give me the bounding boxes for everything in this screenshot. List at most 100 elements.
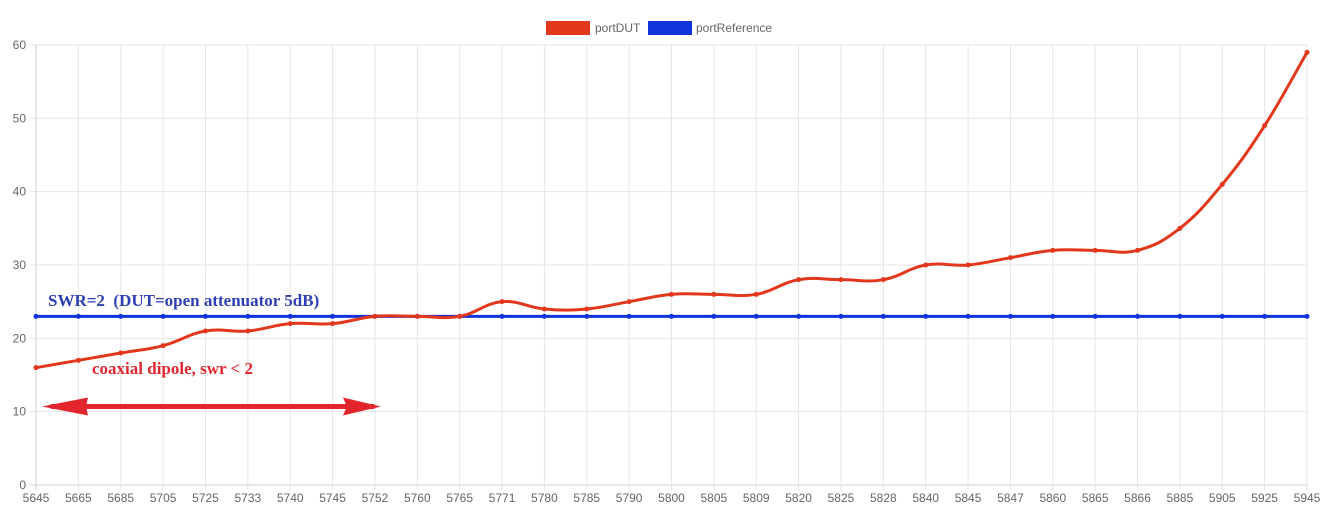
x-tick-label: 5800: [658, 491, 685, 505]
data-point-portReference[interactable]: [287, 313, 293, 319]
x-tick-label: 5825: [828, 491, 855, 505]
y-tick-label: 10: [13, 405, 27, 419]
data-point-portDUT[interactable]: [880, 277, 886, 283]
data-point-portDUT[interactable]: [330, 321, 336, 327]
data-point-portDUT[interactable]: [669, 291, 674, 297]
data-point-portReference[interactable]: [1262, 313, 1268, 319]
x-tick-label: 5733: [234, 491, 261, 505]
range-arrow: [42, 397, 381, 416]
x-tick-label: 5828: [870, 491, 897, 505]
x-tick-label: 5725: [192, 491, 219, 505]
data-point-portDUT[interactable]: [372, 313, 378, 319]
data-point-portDUT[interactable]: [1304, 49, 1310, 55]
data-point-portReference[interactable]: [541, 313, 547, 319]
y-tick-label: 50: [13, 111, 27, 125]
data-point-portReference[interactable]: [1092, 313, 1098, 319]
x-tick-label: 5945: [1294, 491, 1321, 505]
data-point-portDUT[interactable]: [626, 299, 632, 305]
data-point-portDUT[interactable]: [541, 306, 547, 312]
annotations: SWR=2 (DUT=open attenuator 5dB) coaxial …: [42, 291, 381, 416]
data-point-portReference[interactable]: [499, 313, 505, 319]
data-point-portReference[interactable]: [965, 313, 971, 319]
legend-label-portDUT: portDUT: [595, 21, 641, 35]
data-point-portReference[interactable]: [669, 313, 674, 319]
grid: [30, 44, 1308, 490]
data-point-portReference[interactable]: [880, 313, 886, 319]
data-point-portDUT[interactable]: [1262, 123, 1268, 129]
data-point-portDUT[interactable]: [1007, 255, 1013, 261]
data-point-portReference[interactable]: [1177, 313, 1183, 319]
x-tick-label: 5840: [912, 491, 939, 505]
y-tick-label: 30: [13, 258, 27, 272]
data-point-portDUT[interactable]: [160, 343, 166, 349]
data-point-portReference[interactable]: [923, 313, 929, 319]
data-point-portReference[interactable]: [202, 313, 208, 319]
data-point-portReference[interactable]: [626, 313, 632, 319]
data-point-portReference[interactable]: [838, 313, 844, 319]
data-point-portReference[interactable]: [584, 313, 590, 319]
x-tick-label: 5771: [489, 491, 516, 505]
y-tick-label: 0: [19, 478, 26, 492]
data-point-portReference[interactable]: [753, 313, 759, 319]
data-point-portReference[interactable]: [1135, 313, 1141, 319]
x-tick-label: 5847: [997, 491, 1024, 505]
x-tick-label: 5745: [319, 491, 346, 505]
x-tick-label: 5790: [616, 491, 643, 505]
data-point-portReference[interactable]: [118, 313, 124, 319]
legend-swatch-portDUT[interactable]: [546, 21, 590, 35]
x-tick-label: 5785: [573, 491, 600, 505]
data-point-portReference[interactable]: [711, 313, 717, 319]
y-tick-label: 20: [13, 331, 27, 345]
legend-swatch-portReference[interactable]: [648, 21, 692, 35]
data-point-portDUT[interactable]: [584, 306, 590, 312]
x-tick-label: 5905: [1209, 491, 1236, 505]
x-tick-label: 5780: [531, 491, 558, 505]
data-point-portDUT[interactable]: [1050, 247, 1056, 253]
data-point-portDUT[interactable]: [923, 262, 929, 268]
data-point-portDUT[interactable]: [1135, 247, 1141, 253]
data-point-portDUT[interactable]: [796, 277, 802, 283]
series-portReference: [33, 313, 1310, 319]
y-tick-label: 40: [13, 185, 27, 199]
x-tick-label: 5925: [1251, 491, 1278, 505]
data-point-portDUT[interactable]: [457, 313, 463, 319]
data-point-portDUT[interactable]: [75, 357, 81, 363]
data-point-portDUT[interactable]: [202, 328, 208, 334]
series: [33, 49, 1310, 371]
data-point-portReference[interactable]: [160, 313, 166, 319]
data-point-portDUT[interactable]: [711, 291, 717, 297]
data-point-portReference[interactable]: [33, 313, 39, 319]
data-point-portReference[interactable]: [330, 313, 336, 319]
data-point-portDUT[interactable]: [1219, 181, 1225, 187]
dut-annotation: coaxial dipole, swr < 2: [92, 359, 253, 378]
data-point-portDUT[interactable]: [838, 277, 844, 283]
series-portDUT: [33, 49, 1310, 371]
data-point-portDUT[interactable]: [753, 291, 759, 297]
data-point-portDUT[interactable]: [1177, 225, 1183, 231]
x-tick-label: 5885: [1167, 491, 1194, 505]
data-point-portReference[interactable]: [1219, 313, 1225, 319]
x-tick-label: 5865: [1082, 491, 1109, 505]
data-point-portDUT[interactable]: [245, 328, 251, 334]
data-point-portReference[interactable]: [75, 313, 81, 319]
range-arrow-right-head: [342, 397, 381, 416]
data-point-portReference[interactable]: [245, 313, 251, 319]
data-point-portDUT[interactable]: [1092, 247, 1098, 253]
x-tick-label: 5685: [107, 491, 134, 505]
x-tick-label: 5845: [955, 491, 982, 505]
x-tick-label: 5645: [23, 491, 50, 505]
data-point-portDUT[interactable]: [965, 262, 971, 268]
data-point-portDUT[interactable]: [499, 299, 505, 305]
data-point-portDUT[interactable]: [287, 321, 293, 327]
data-point-portDUT[interactable]: [414, 313, 420, 319]
legend: portDUT portReference: [546, 21, 772, 35]
x-tick-label: 5860: [1039, 491, 1066, 505]
data-point-portReference[interactable]: [796, 313, 802, 319]
data-point-portDUT[interactable]: [118, 350, 124, 356]
y-tick-label: 60: [13, 38, 27, 52]
data-point-portReference[interactable]: [1050, 313, 1056, 319]
data-point-portDUT[interactable]: [33, 365, 39, 371]
x-tick-label: 5866: [1124, 491, 1151, 505]
data-point-portReference[interactable]: [1007, 313, 1013, 319]
data-point-portReference[interactable]: [1304, 313, 1310, 319]
